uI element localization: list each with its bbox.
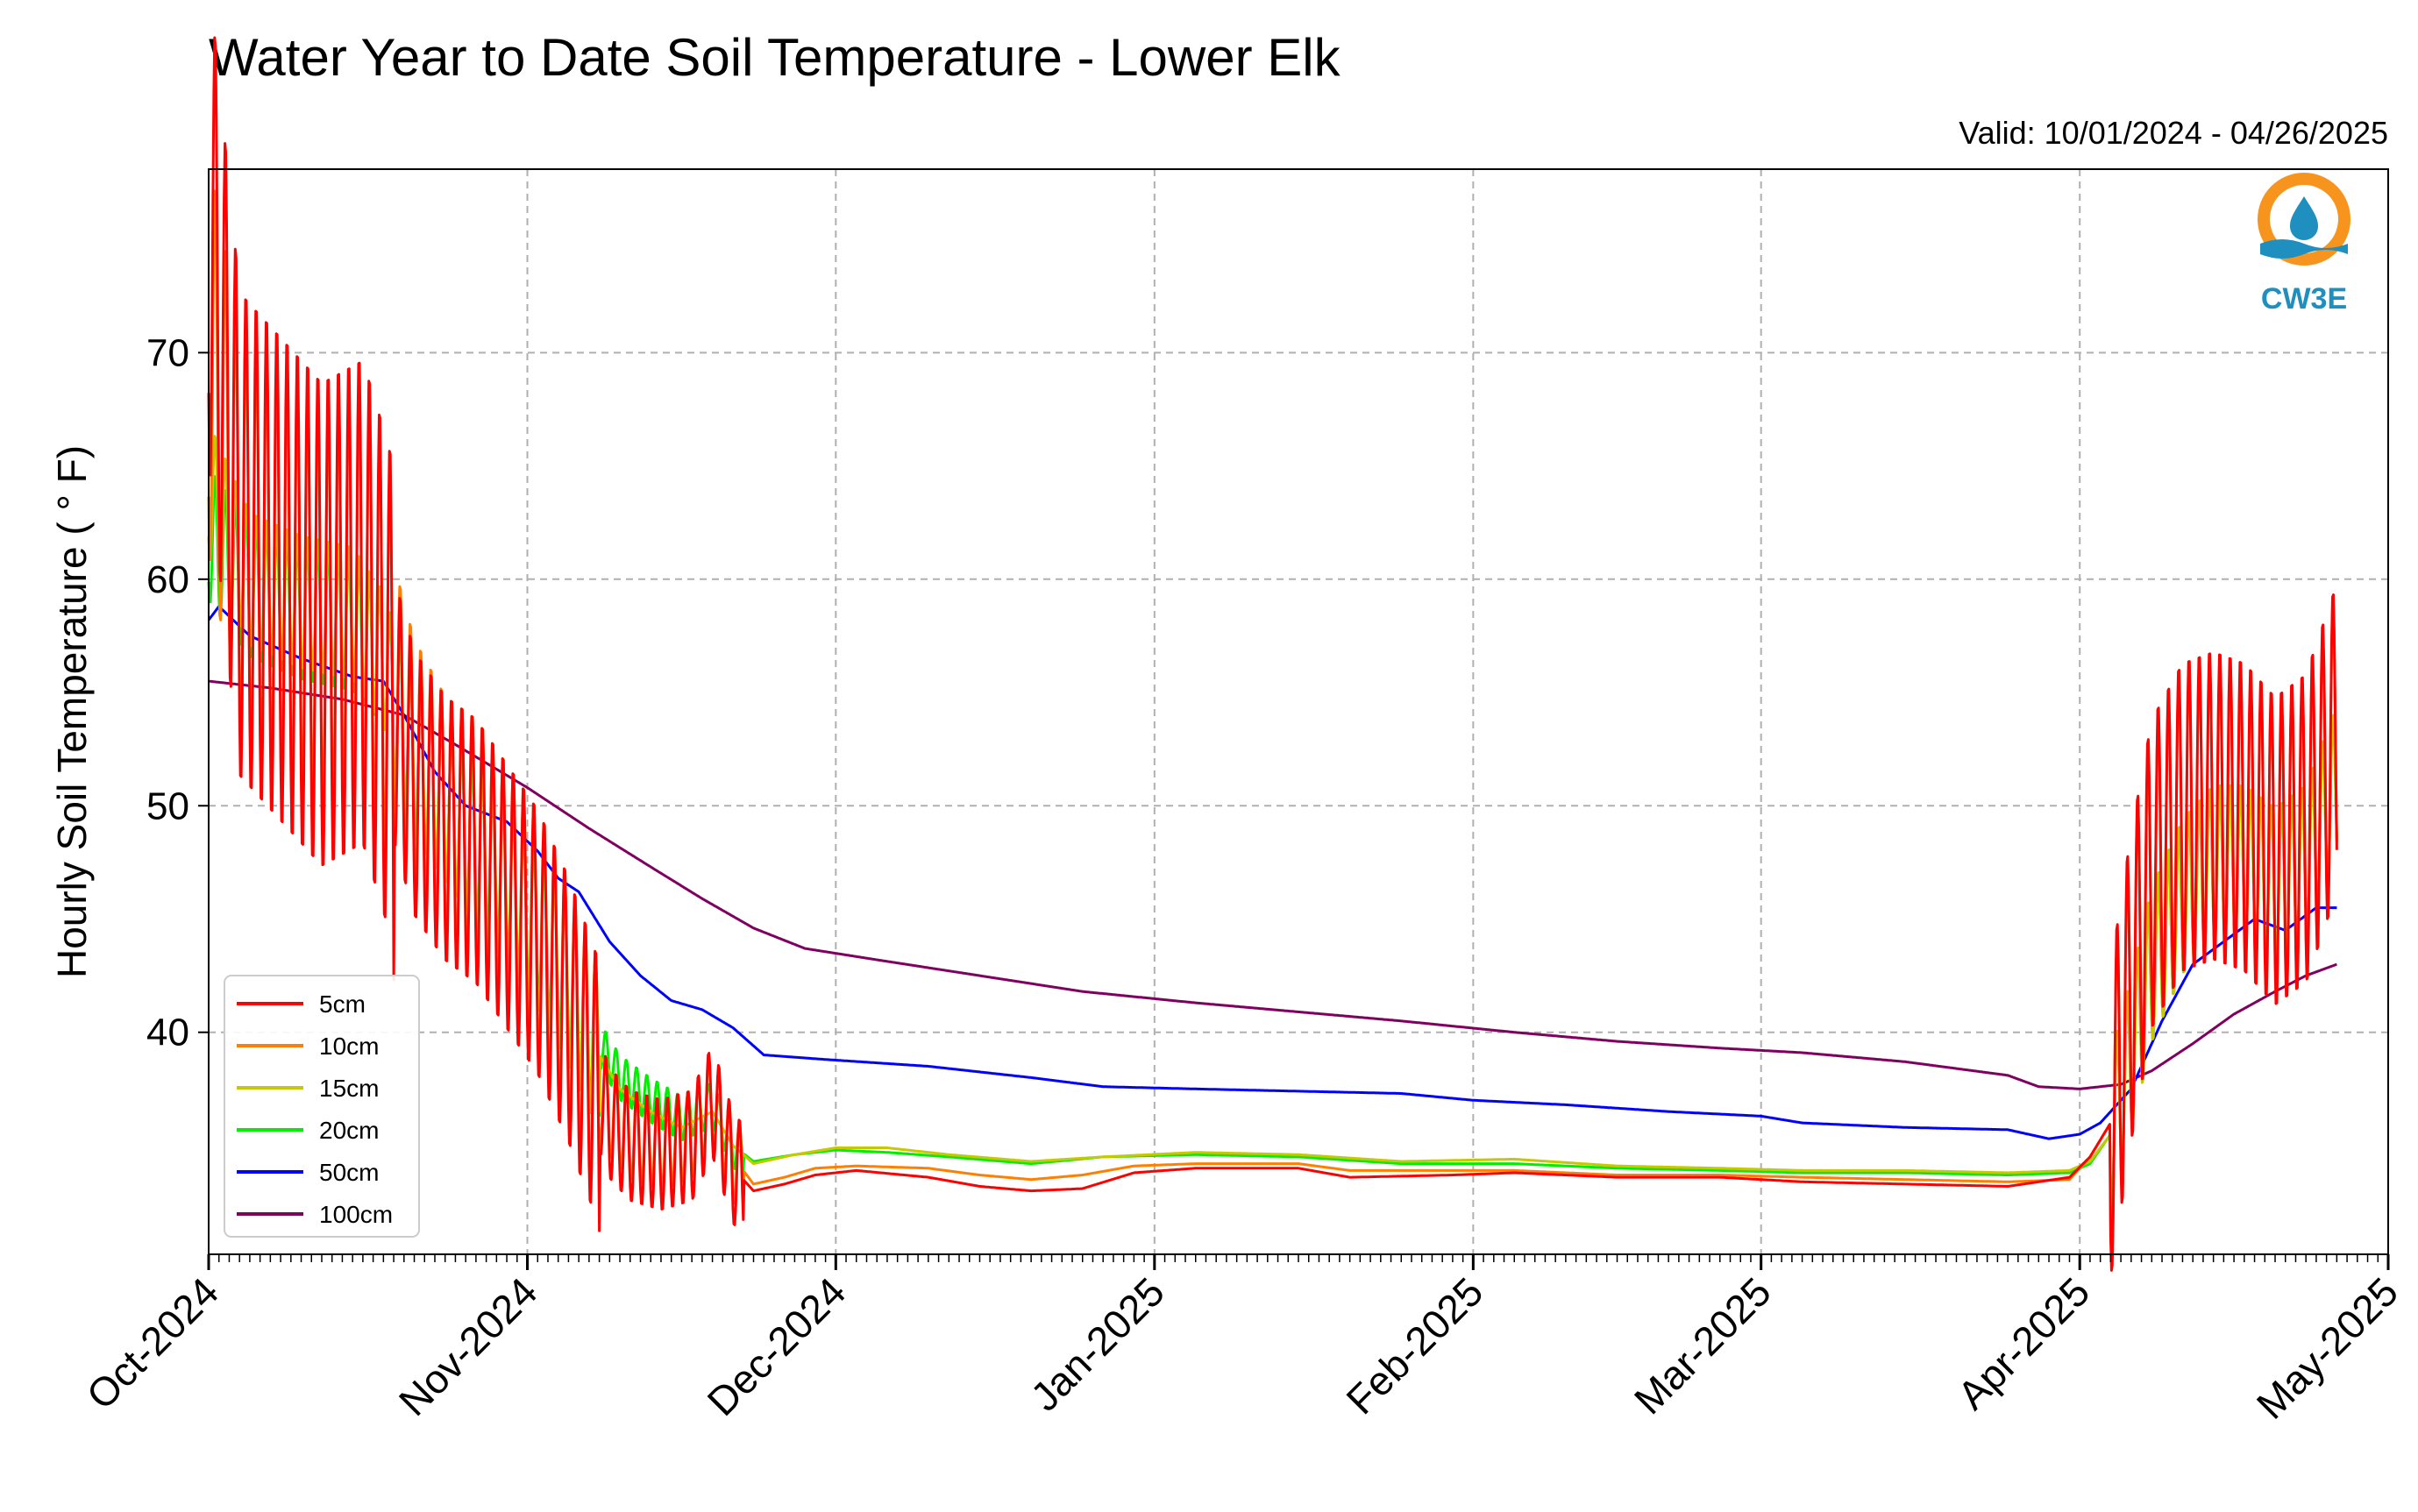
- valid-range-subtitle: Valid: 10/01/2024 - 04/26/2025: [1959, 115, 2388, 151]
- cw3e-logo: CW3E: [2258, 173, 2350, 316]
- logo-drop-icon: [2290, 196, 2318, 240]
- logo-wave-icon: [2260, 239, 2348, 259]
- y-axis-label: Hourly Soil Temperature ( ° F): [49, 445, 95, 978]
- legend-label-50cm: 50cm: [319, 1159, 379, 1186]
- legend: 5cm 10cm 15cm 20cm 50cm 100cm: [224, 975, 420, 1238]
- legend-label-20cm: 20cm: [319, 1117, 379, 1144]
- legend-label-10cm: 10cm: [319, 1033, 379, 1060]
- y-tick-label: 60: [146, 558, 189, 601]
- y-tick-label: 50: [146, 784, 189, 827]
- logo-ring: [2258, 173, 2350, 266]
- series-line-100cm: [208, 679, 2337, 1090]
- y-tick-label: 40: [146, 1012, 189, 1054]
- legend-label-15cm: 15cm: [319, 1075, 379, 1102]
- chart-title: Water Year to Date Soil Temperature - Lo…: [209, 28, 1341, 87]
- logo-text: CW3E: [2261, 282, 2347, 316]
- legend-label-5cm: 5cm: [319, 990, 366, 1018]
- series-layer: [207, 36, 2338, 1272]
- series-line-5cm: [207, 36, 2338, 1272]
- legend-label-100cm: 100cm: [319, 1201, 393, 1228]
- y-tick-label: 70: [146, 331, 189, 374]
